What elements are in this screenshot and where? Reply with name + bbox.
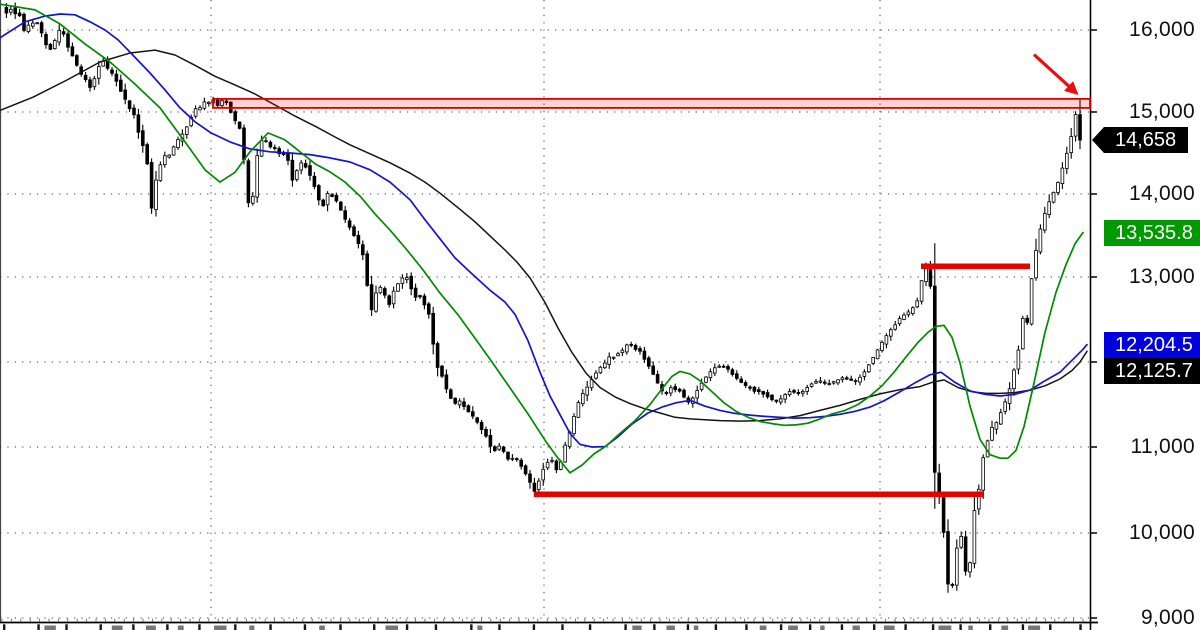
short-ma-line: [0, 3, 1084, 474]
axes: [0, 0, 1098, 630]
long-ma-price-tag: 12,125.7: [1104, 357, 1200, 384]
candlestick-series: [4, 2, 1082, 593]
medium-ma-price-tag: 12,204.5: [1104, 331, 1200, 358]
long-ma-line: [0, 49, 1088, 422]
gridlines: [0, 0, 1090, 623]
current-price-tag: 14,658: [1092, 127, 1188, 154]
medium-ma-line: [0, 13, 1088, 448]
short-ma-price-tag: 13,535.8: [1104, 219, 1200, 246]
red-annotations: [212, 53, 1091, 498]
